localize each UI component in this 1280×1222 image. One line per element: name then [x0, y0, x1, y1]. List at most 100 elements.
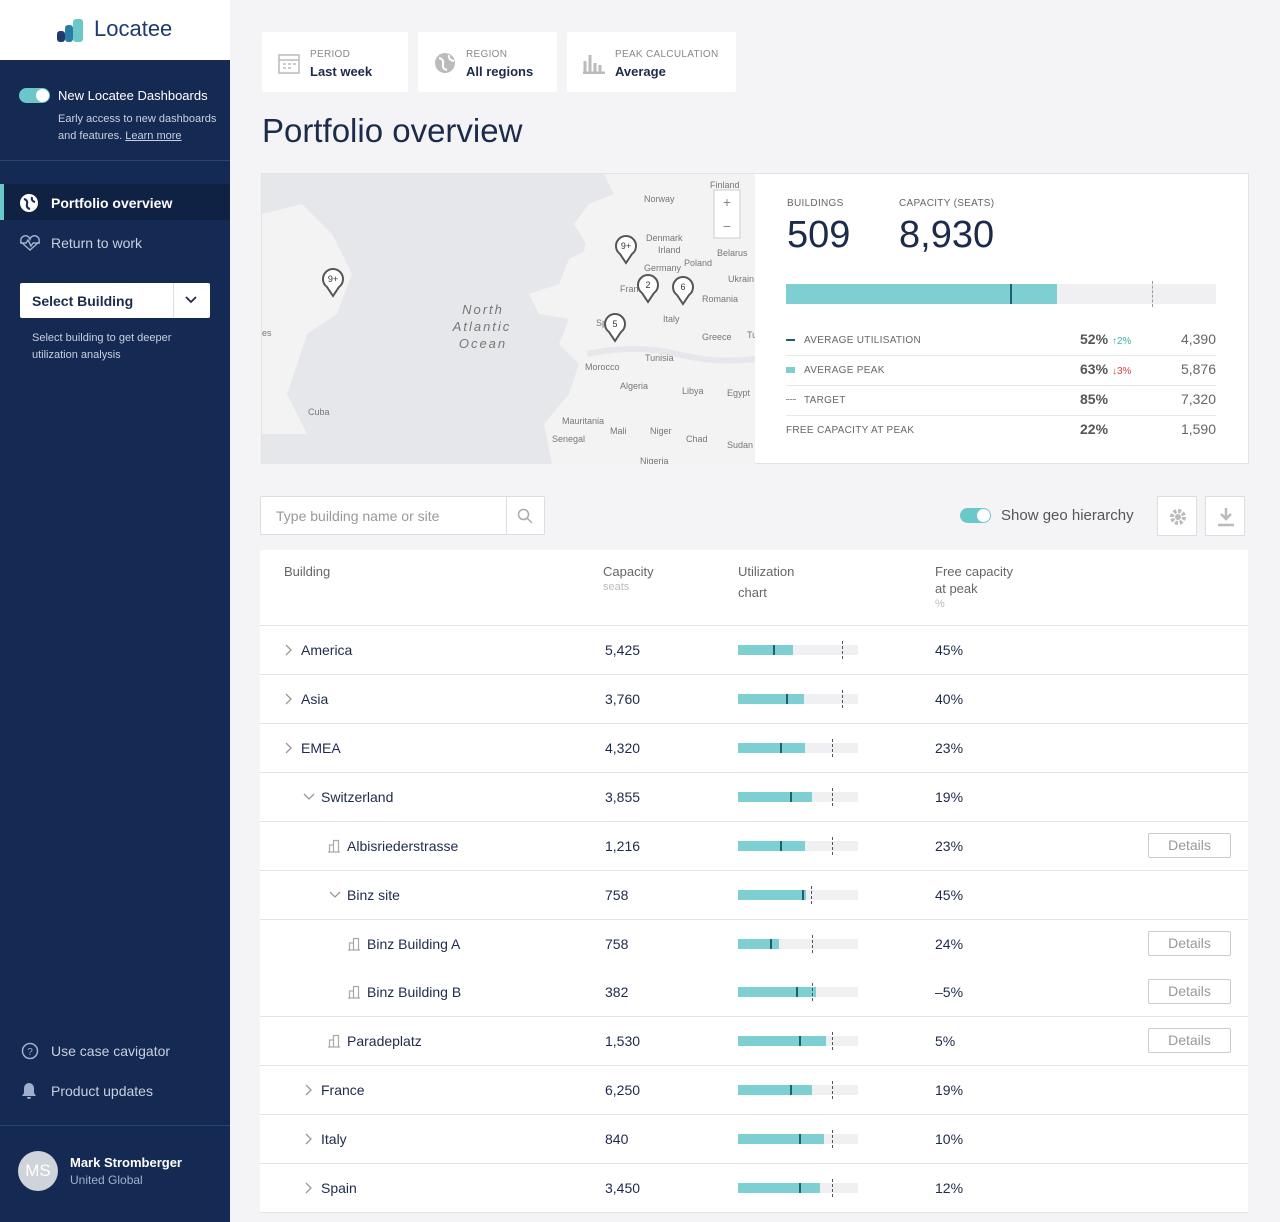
- building-icon[interactable]: [328, 839, 342, 853]
- details-button[interactable]: Details: [1148, 931, 1231, 956]
- map-label: Denmark: [646, 233, 683, 243]
- filter-card[interactable]: REGION All regions: [418, 32, 557, 92]
- logo-text: Locatee: [94, 16, 173, 41]
- building-name: Albisriederstrasse: [347, 838, 459, 854]
- divider: [786, 385, 1216, 386]
- free-capacity: 19%: [935, 789, 964, 805]
- capacity: 758: [605, 936, 629, 952]
- zoom-button: −: [723, 218, 731, 234]
- target-marker: [831, 1032, 833, 1050]
- open-icon[interactable]: [302, 790, 316, 804]
- building-name: Italy: [321, 1131, 347, 1147]
- building-icon[interactable]: [328, 1034, 342, 1048]
- closed-icon[interactable]: [282, 643, 296, 657]
- select-building[interactable]: Select Building: [20, 283, 210, 318]
- open-icon[interactable]: [328, 888, 342, 902]
- metric-seats: 1,590: [1180, 421, 1216, 437]
- closed-icon[interactable]: [302, 1132, 316, 1146]
- stat-value: 8,930: [899, 214, 995, 256]
- map[interactable]: Finland Norway Denmark Irland Belarus Germany…: [262, 174, 755, 464]
- zoom-control: [713, 189, 741, 239]
- closed-icon[interactable]: [302, 1181, 316, 1195]
- geo-toggle[interactable]: [960, 508, 991, 523]
- filter-label: PEAK CALCULATION: [615, 49, 719, 60]
- map-label: Morocco: [585, 362, 620, 372]
- nav-item[interactable]: Portfolio overview: [51, 195, 173, 211]
- filter-card[interactable]: PERIOD Last week: [262, 32, 408, 92]
- table-row[interactable]: France 6,250 19%: [260, 1066, 1248, 1115]
- column-header: Building: [284, 564, 331, 579]
- overview-panel: Finland Norway Denmark Irland Belarus Germany…: [261, 173, 1249, 464]
- target-marker: [831, 837, 833, 855]
- pin-label: 9+: [328, 274, 338, 284]
- map-label: Tu: [747, 330, 755, 340]
- peak-fill: [738, 1134, 825, 1144]
- table-row[interactable]: Spain 3,450 12%: [260, 1164, 1248, 1213]
- toggle[interactable]: [19, 88, 50, 103]
- download-button[interactable]: [1205, 496, 1245, 536]
- table-row[interactable]: Asia 3,760 40%: [260, 675, 1248, 724]
- peak-fill: [738, 1183, 820, 1193]
- pin-label: 2: [645, 280, 650, 290]
- avatar[interactable]: MS: [18, 1151, 58, 1191]
- map-label: Mali: [610, 426, 627, 436]
- filter-icon: [435, 53, 455, 73]
- search-placeholder: Type building name or site: [276, 508, 440, 524]
- sidebar: Locatee New Locatee Dashboards Early acc…: [0, 0, 230, 1222]
- map-label: es: [262, 328, 272, 338]
- closed-icon[interactable]: [282, 692, 296, 706]
- heart-icon: [20, 235, 40, 252]
- table-row[interactable]: America 5,425 45%: [260, 626, 1248, 675]
- peak-fill: [738, 694, 804, 704]
- closed-icon[interactable]: [282, 741, 296, 755]
- nav-item[interactable]: Product updates: [51, 1083, 153, 1099]
- stat-value: 509: [787, 214, 851, 256]
- settings-button[interactable]: [1157, 496, 1197, 536]
- target-marker: [1151, 281, 1153, 307]
- target-marker: [831, 1130, 833, 1148]
- building-icon[interactable]: [348, 937, 362, 951]
- map-pin: [322, 268, 344, 298]
- table-row[interactable]: Italy 840 10%: [260, 1115, 1248, 1164]
- building-icon[interactable]: [348, 985, 362, 999]
- map-label: Fran: [620, 284, 639, 294]
- building-name: France: [321, 1082, 365, 1098]
- details-button[interactable]: Details: [1148, 1028, 1231, 1053]
- map-label: Senegal: [552, 434, 585, 444]
- filter-card[interactable]: PEAK CALCULATION Average: [567, 32, 736, 92]
- table-row[interactable]: Albisriederstrasse 1,216 23% Details: [260, 822, 1248, 871]
- nav-item[interactable]: Use case cavigator: [51, 1043, 171, 1059]
- table-row[interactable]: Binz Building A 758 24% Details: [260, 920, 1248, 969]
- filter-label: PERIOD: [310, 49, 351, 60]
- map-label: Egypt: [727, 388, 751, 398]
- table-row[interactable]: EMEA 4,320 23%: [260, 724, 1248, 773]
- details-button[interactable]: Details: [1148, 833, 1231, 858]
- learn-more[interactable]: Learn more: [125, 130, 182, 142]
- nav-item[interactable]: Return to work: [51, 235, 143, 251]
- metric-change: ↑2%: [1112, 336, 1132, 347]
- avg-marker: [780, 841, 782, 851]
- building-name: Asia: [301, 691, 329, 707]
- target-marker: [842, 641, 844, 659]
- filter-label: REGION: [466, 49, 508, 60]
- map-label: Finland: [710, 180, 740, 190]
- table-row[interactable]: Paradeplatz 1,530 5% Details: [260, 1017, 1248, 1066]
- nav-active[interactable]: [0, 184, 230, 220]
- capacity: 5,425: [605, 642, 641, 658]
- target-marker: [831, 788, 833, 806]
- logo-area: Locatee: [0, 0, 230, 60]
- free-capacity: 23%: [935, 740, 964, 756]
- details-button[interactable]: Details: [1148, 979, 1231, 1004]
- free-capacity: 40%: [935, 691, 964, 707]
- table-row[interactable]: Switzerland 3,855 19%: [260, 773, 1248, 822]
- capacity: 1,530: [605, 1033, 641, 1049]
- toggle-text: Early access to new dashboards and featu…: [58, 111, 218, 145]
- building-name: Binz site: [347, 887, 400, 903]
- utilization-bar: [738, 983, 858, 1001]
- target-marker: [831, 1081, 833, 1099]
- avg-marker: [772, 645, 775, 655]
- search-box[interactable]: Type building name or site: [260, 496, 545, 535]
- table-row[interactable]: Binz Building B 382 –5% Details: [260, 968, 1248, 1017]
- closed-icon[interactable]: [302, 1083, 316, 1097]
- table-row[interactable]: Binz site 758 45%: [260, 871, 1248, 920]
